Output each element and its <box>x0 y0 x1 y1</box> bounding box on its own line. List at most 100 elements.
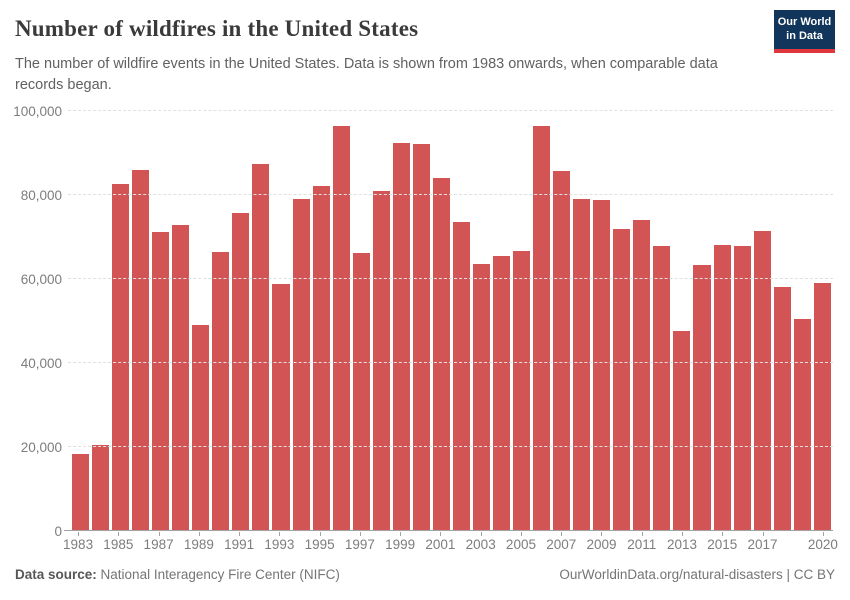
x-tick-label-2011: 2011 <box>627 537 657 552</box>
bar-1991[interactable] <box>232 212 250 531</box>
y-tick-label-100,000: 100,000 <box>13 104 62 119</box>
page-subtitle: The number of wildfire events in the Uni… <box>15 56 718 94</box>
x-tick-mark-1995 <box>319 532 321 536</box>
data-source-name: National Interagency Fire Center (NIFC) <box>100 567 340 582</box>
bar-1990[interactable] <box>212 251 230 531</box>
x-tick-mark-2007 <box>561 532 563 536</box>
x-tick-label-1999: 1999 <box>385 537 416 552</box>
bar-2008[interactable] <box>573 199 591 531</box>
bar-2002[interactable] <box>452 222 470 531</box>
x-tick-label-2003: 2003 <box>465 537 496 552</box>
owid-logo-line2: in Data <box>786 29 823 42</box>
x-tick-mark-1983 <box>78 532 80 536</box>
x-tick-mark-2020 <box>822 532 824 536</box>
bar-1988[interactable] <box>172 225 190 531</box>
x-tick-mark-1989 <box>198 532 200 536</box>
gridline-40,000 <box>68 362 833 363</box>
gridline-80,000 <box>68 194 833 195</box>
bar-1987[interactable] <box>152 231 170 531</box>
bar-1996[interactable] <box>332 126 350 531</box>
x-tick-label-1987: 1987 <box>143 537 174 552</box>
x-tick-mark-1997 <box>359 532 361 536</box>
bar-1995[interactable] <box>312 185 330 531</box>
gridline-60,000 <box>68 278 833 279</box>
x-tick-label-1995: 1995 <box>304 537 335 552</box>
owid-logo[interactable]: Our World in Data <box>774 10 835 53</box>
x-tick-label-1983: 1983 <box>63 537 94 552</box>
bar-2018[interactable] <box>773 287 791 531</box>
bar-1986[interactable] <box>132 170 150 531</box>
y-axis: 0 20,000 40,000 60,000 80,000 100,000 <box>0 104 62 539</box>
bar-2005[interactable] <box>513 250 531 531</box>
data-source-label: Data source: <box>15 567 97 582</box>
bar-2016[interactable] <box>733 246 751 531</box>
bar-2004[interactable] <box>492 256 511 531</box>
bar-2003[interactable] <box>472 263 490 531</box>
bar-chart-plot-area <box>64 110 833 531</box>
x-tick-mark-2013 <box>682 532 683 536</box>
x-axis-baseline <box>64 530 833 531</box>
x-tick-mark-1999 <box>400 532 402 536</box>
bar-2019[interactable] <box>793 319 811 531</box>
y-tick-label-20,000: 20,000 <box>20 440 62 455</box>
bar-1997[interactable] <box>352 252 370 531</box>
x-tick-mark-2001 <box>440 532 442 536</box>
bar-1993[interactable] <box>272 284 290 531</box>
x-tick-label-1993: 1993 <box>264 537 295 552</box>
bar-2010[interactable] <box>613 228 631 531</box>
x-tick-label-1989: 1989 <box>183 537 214 552</box>
y-tick-label-60,000: 60,000 <box>20 272 62 287</box>
bar-2020[interactable] <box>813 283 831 531</box>
x-tick-mark-1985 <box>118 532 120 536</box>
bar-2007[interactable] <box>553 171 571 531</box>
bars-container <box>68 111 833 531</box>
y-tick-label-40,000: 40,000 <box>20 356 62 371</box>
bar-1989[interactable] <box>192 325 210 531</box>
x-axis: 1983 1985 1987 1989 1991 1993 1995 1997 1999 2001… <box>63 531 838 555</box>
owid-logo-accent-strip <box>774 48 835 53</box>
bar-2001[interactable] <box>432 177 450 531</box>
owid-logo-line1: Our World <box>777 16 832 28</box>
x-tick-label-1991: 1991 <box>224 537 255 552</box>
x-tick-label-2009: 2009 <box>586 537 617 552</box>
x-tick-mark-1993 <box>279 532 281 536</box>
x-tick-mark-2003 <box>480 532 482 536</box>
chart-footer: Data source: National Interagency Fire C… <box>15 567 835 582</box>
x-tick-mark-2005 <box>520 532 522 536</box>
x-tick-mark-2009 <box>601 532 603 536</box>
y-tick-label-80,000: 80,000 <box>20 188 62 203</box>
bar-2009[interactable] <box>593 200 611 531</box>
bar-1998[interactable] <box>372 190 390 531</box>
x-tick-mark-2015 <box>722 532 724 536</box>
x-tick-mark-2011 <box>641 532 643 536</box>
y-tick-label-0: 0 <box>54 524 62 539</box>
x-tick-label-2007: 2007 <box>546 537 577 552</box>
bar-2011[interactable] <box>633 219 651 531</box>
data-source-note: Data source: National Interagency Fire C… <box>15 567 340 582</box>
x-tick-label-2020: 2020 <box>807 537 838 552</box>
bar-2012[interactable] <box>653 246 671 531</box>
bar-2000[interactable] <box>412 143 430 531</box>
bar-1984[interactable] <box>92 444 110 531</box>
bar-1994[interactable] <box>292 198 310 531</box>
bar-2017[interactable] <box>753 230 771 531</box>
bar-2013[interactable] <box>673 331 691 531</box>
bar-1999[interactable] <box>392 142 410 531</box>
gridline-20,000 <box>68 446 833 447</box>
x-tick-label-1985: 1985 <box>103 537 134 552</box>
x-tick-label-1997: 1997 <box>344 537 375 552</box>
bar-1985[interactable] <box>112 184 130 531</box>
page-title: Number of wildfires in the United States <box>15 16 419 41</box>
bar-1992[interactable] <box>252 163 270 531</box>
x-tick-label-2005: 2005 <box>505 537 536 552</box>
bar-2006[interactable] <box>533 126 551 531</box>
credit-link[interactable]: OurWorldinData.org/natural-disasters | C… <box>559 567 835 582</box>
x-tick-label-2015: 2015 <box>707 537 738 552</box>
x-tick-label-2001: 2001 <box>425 537 456 552</box>
bar-1983[interactable] <box>72 454 90 531</box>
x-tick-label-2017: 2017 <box>747 537 778 552</box>
bar-2015[interactable] <box>713 244 731 531</box>
x-tick-mark-1987 <box>158 532 160 536</box>
bar-2014[interactable] <box>693 265 711 531</box>
x-tick-mark-2017 <box>762 532 764 536</box>
